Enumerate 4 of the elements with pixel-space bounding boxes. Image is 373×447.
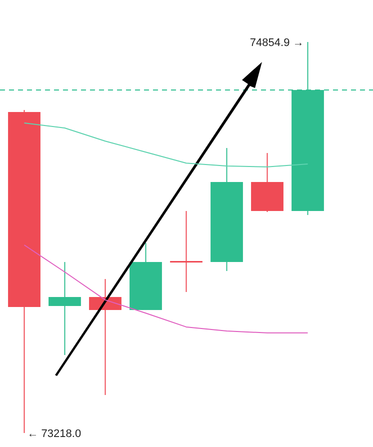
annotation: 74854.9 →: [250, 36, 304, 49]
annotation: ← 73218.0: [27, 428, 82, 440]
candlestick: [48, 261, 81, 356]
candlestick: [170, 210, 202, 292]
